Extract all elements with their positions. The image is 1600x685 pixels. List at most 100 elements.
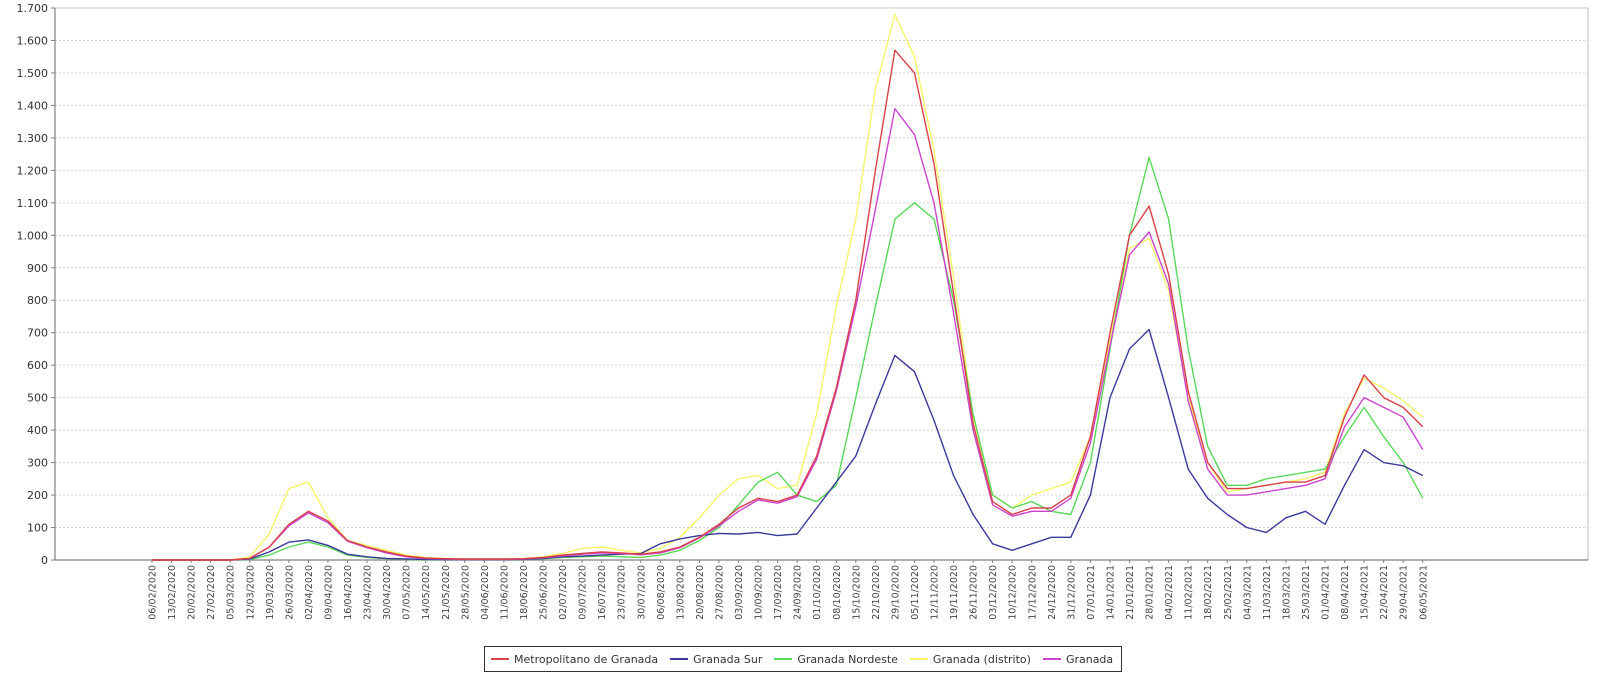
legend-swatch-icon bbox=[909, 658, 928, 660]
legend-item-granada-nordeste: Granada Nordeste bbox=[774, 653, 898, 666]
plot-area bbox=[54, 7, 1589, 561]
x-tick-label: 30/04/2020 bbox=[382, 565, 393, 620]
x-tick-label: 04/03/2021 bbox=[1242, 565, 1253, 620]
series-lines bbox=[152, 13, 1424, 561]
x-tick-label: 20/02/2020 bbox=[187, 565, 198, 620]
x-tick-label: 25/02/2021 bbox=[1223, 565, 1234, 620]
x-tick-label: 24/09/2020 bbox=[793, 565, 804, 620]
legend-item-metropolitano: Metropolitano de Granada bbox=[491, 653, 658, 666]
x-tick-label: 15/10/2020 bbox=[851, 565, 862, 620]
y-tick-label: 1.000 bbox=[17, 229, 49, 242]
y-tick-label: 1.400 bbox=[17, 99, 49, 112]
x-tick-label: 23/07/2020 bbox=[617, 565, 628, 620]
x-tick-label: 04/06/2020 bbox=[480, 565, 491, 620]
series-line-granada-sur bbox=[152, 328, 1424, 561]
chart-legend: Metropolitano de Granada Granada Sur Gra… bbox=[484, 646, 1123, 672]
legend-item-granada-sur: Granada Sur bbox=[670, 653, 762, 666]
y-tick-label: 700 bbox=[27, 327, 48, 340]
x-tick-label: 22/10/2020 bbox=[871, 565, 882, 620]
y-tick-label: 1.100 bbox=[17, 197, 49, 210]
x-tick-label: 13/08/2020 bbox=[675, 565, 686, 620]
x-tick-label: 05/03/2020 bbox=[226, 565, 237, 620]
x-tick-label: 05/11/2020 bbox=[910, 565, 921, 620]
x-tick-label: 02/07/2020 bbox=[558, 565, 569, 620]
legend-item-granada: Granada bbox=[1042, 652, 1114, 666]
legend-label: Granada bbox=[1065, 652, 1114, 666]
x-tick-label: 03/12/2020 bbox=[988, 565, 999, 620]
y-tick-label: 600 bbox=[27, 359, 48, 372]
x-tick-label: 12/11/2020 bbox=[930, 565, 941, 620]
legend-label: Granada (distrito) bbox=[932, 652, 1031, 666]
x-tick-label: 18/06/2020 bbox=[519, 565, 530, 620]
x-tick-label: 10/09/2020 bbox=[754, 565, 765, 620]
y-tick-label: 300 bbox=[27, 457, 48, 470]
x-tick-label: 14/01/2021 bbox=[1105, 565, 1116, 620]
x-tick-label: 04/02/2021 bbox=[1164, 565, 1175, 620]
y-tick-label: 200 bbox=[27, 489, 48, 502]
legend-label: Granada Nordeste bbox=[797, 652, 898, 666]
x-tick-label: 09/04/2020 bbox=[323, 565, 334, 620]
legend-label: Granada Sur bbox=[693, 652, 763, 666]
x-tick-label: 07/05/2020 bbox=[402, 565, 413, 620]
legend-swatch-icon bbox=[774, 658, 793, 660]
y-tick-label: 1.600 bbox=[17, 34, 49, 47]
legend-item-granada-distrito: Granada (distrito) bbox=[909, 652, 1031, 666]
x-tick-label: 19/03/2020 bbox=[265, 565, 276, 620]
chart-plot: 0 100 200 300 400 500 600 700 800 900 1.000 1.100 1.… bbox=[17, 2, 1589, 620]
x-tick-label: 01/10/2020 bbox=[812, 565, 823, 620]
y-tick-label: 1.300 bbox=[17, 132, 49, 145]
x-tick-label: 08/04/2021 bbox=[1340, 565, 1351, 620]
x-tick-label: 25/06/2020 bbox=[539, 565, 550, 620]
x-tick-label: 08/10/2020 bbox=[832, 565, 843, 620]
y-tick-label: 100 bbox=[27, 522, 48, 535]
x-tick-label: 25/03/2021 bbox=[1301, 565, 1312, 620]
x-tick-label: 20/08/2020 bbox=[695, 565, 706, 620]
y-tick-label: 1.500 bbox=[17, 67, 49, 80]
x-tick-label: 26/03/2020 bbox=[284, 565, 295, 620]
x-tick-label: 29/04/2021 bbox=[1399, 565, 1410, 620]
x-tick-label: 06/02/2020 bbox=[148, 565, 159, 620]
x-tick-label: 11/06/2020 bbox=[499, 565, 510, 620]
x-tick-label: 06/08/2020 bbox=[656, 565, 667, 620]
x-tick-label: 10/12/2020 bbox=[1008, 565, 1019, 620]
x-tick-label: 23/04/2020 bbox=[363, 565, 374, 620]
x-tick-label: 11/02/2021 bbox=[1184, 565, 1195, 620]
x-tick-label: 26/11/2020 bbox=[969, 565, 980, 620]
y-tick-label: 500 bbox=[27, 392, 48, 405]
x-tick-label: 21/05/2020 bbox=[441, 565, 452, 620]
x-tick-label: 06/05/2021 bbox=[1418, 565, 1429, 620]
x-tick-label: 18/03/2021 bbox=[1281, 565, 1292, 620]
x-tick-label: 17/09/2020 bbox=[773, 565, 784, 620]
x-tick-label: 16/07/2020 bbox=[597, 565, 608, 620]
x-tick-label: 24/12/2020 bbox=[1047, 565, 1058, 620]
y-tick-label: 800 bbox=[27, 294, 48, 307]
x-tick-label: 22/04/2021 bbox=[1379, 565, 1390, 620]
x-tick-label: 14/05/2020 bbox=[421, 565, 432, 620]
x-tick-label: 27/02/2020 bbox=[206, 565, 217, 620]
y-tick-label: 400 bbox=[27, 424, 48, 437]
x-tick-label: 07/01/2021 bbox=[1086, 565, 1097, 620]
y-tick-label: 1.200 bbox=[17, 164, 49, 177]
x-tick-label: 02/04/2020 bbox=[304, 565, 315, 620]
x-tick-label: 19/11/2020 bbox=[949, 565, 960, 620]
x-tick-label: 16/04/2020 bbox=[343, 565, 354, 620]
x-tick-label: 09/07/2020 bbox=[578, 565, 589, 620]
axes: 0 100 200 300 400 500 600 700 800 900 1.000 1.100 1.… bbox=[17, 2, 1588, 620]
x-tick-label: 12/03/2020 bbox=[245, 565, 256, 620]
x-tick-label: 01/04/2021 bbox=[1321, 565, 1332, 620]
x-tick-label: 15/04/2021 bbox=[1360, 565, 1371, 620]
legend-swatch-icon bbox=[491, 658, 509, 660]
x-tick-label: 03/09/2020 bbox=[734, 565, 745, 620]
gridlines bbox=[54, 7, 1589, 561]
x-tick-label: 30/07/2020 bbox=[636, 565, 647, 620]
y-tick-label: 1.700 bbox=[17, 2, 49, 15]
x-tick-label: 27/08/2020 bbox=[714, 565, 725, 620]
legend-label: Metropolitano de Granada bbox=[514, 652, 659, 666]
x-tick-label: 31/12/2020 bbox=[1066, 565, 1077, 620]
y-tick-label: 0 bbox=[41, 554, 48, 567]
x-tick-label: 11/03/2021 bbox=[1262, 565, 1273, 620]
legend-swatch-icon bbox=[1042, 658, 1061, 660]
legend-swatch-icon bbox=[670, 658, 689, 660]
x-tick-label: 17/12/2020 bbox=[1027, 565, 1038, 620]
